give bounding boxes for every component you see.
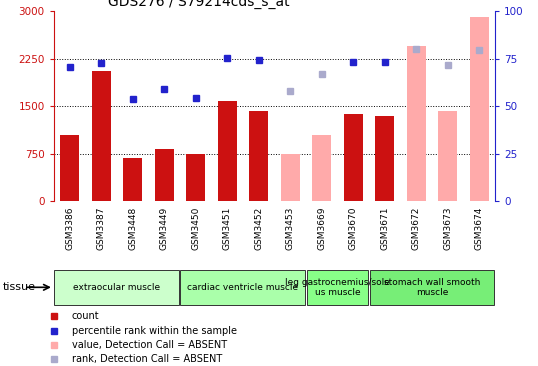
Text: GSM3672: GSM3672 — [412, 206, 421, 250]
Text: count: count — [72, 311, 100, 321]
Text: GSM3669: GSM3669 — [317, 206, 326, 250]
Text: leg gastrocnemius/sole
us muscle: leg gastrocnemius/sole us muscle — [285, 277, 390, 297]
Bar — [218, 101, 237, 201]
Text: GSM3674: GSM3674 — [475, 206, 484, 250]
Bar — [249, 111, 268, 201]
Text: GSM3449: GSM3449 — [160, 206, 168, 250]
Bar — [470, 17, 489, 201]
Text: GSM3450: GSM3450 — [191, 206, 200, 250]
Bar — [54, 270, 179, 305]
Text: rank, Detection Call = ABSENT: rank, Detection Call = ABSENT — [72, 354, 222, 364]
Bar — [312, 135, 331, 201]
Text: GSM3671: GSM3671 — [380, 206, 389, 250]
Text: GSM3670: GSM3670 — [349, 206, 358, 250]
Bar — [281, 154, 300, 201]
Bar — [154, 149, 174, 201]
Text: stomach wall smooth
muscle: stomach wall smooth muscle — [384, 277, 480, 297]
Text: GDS276 / S79214cds_s_at: GDS276 / S79214cds_s_at — [108, 0, 289, 9]
Bar — [186, 154, 205, 201]
Bar — [307, 270, 369, 305]
Bar — [180, 270, 305, 305]
Text: GSM3451: GSM3451 — [223, 206, 232, 250]
Text: GSM3673: GSM3673 — [443, 206, 452, 250]
Text: percentile rank within the sample: percentile rank within the sample — [72, 325, 237, 336]
Bar — [91, 71, 110, 201]
Text: GSM3453: GSM3453 — [286, 206, 295, 250]
Text: extraocular muscle: extraocular muscle — [73, 283, 160, 292]
Bar — [60, 135, 79, 201]
Bar — [438, 111, 457, 201]
Text: tissue: tissue — [3, 282, 36, 292]
Text: cardiac ventricle muscle: cardiac ventricle muscle — [187, 283, 299, 292]
Bar — [123, 158, 142, 201]
Text: GSM3386: GSM3386 — [65, 206, 74, 250]
Bar — [375, 116, 394, 201]
Text: GSM3448: GSM3448 — [128, 206, 137, 250]
Bar — [407, 46, 426, 201]
Text: value, Detection Call = ABSENT: value, Detection Call = ABSENT — [72, 340, 227, 350]
Text: GSM3452: GSM3452 — [254, 206, 263, 250]
Bar — [370, 270, 494, 305]
Bar — [344, 114, 363, 201]
Text: GSM3387: GSM3387 — [96, 206, 105, 250]
